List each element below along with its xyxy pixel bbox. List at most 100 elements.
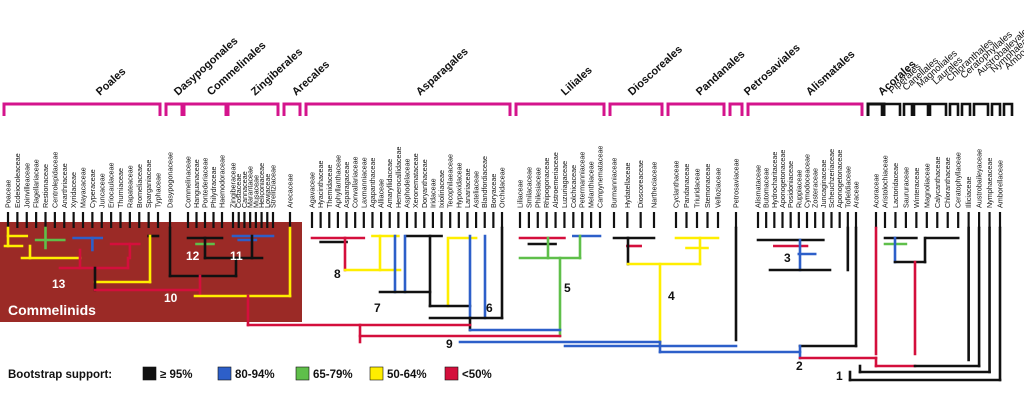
legend-label: 80-94% [235,369,275,381]
taxon-label: Laxmanniaceae [359,157,368,208]
legend-swatch [217,366,232,381]
taxon-label: Araceae [852,181,861,208]
taxon-label: Lanariaceae [463,168,472,208]
taxon-label: Cyperaceae [88,169,97,208]
taxon-label: Flagellariaceae [32,159,41,208]
order-bracket-zingiberales [226,102,280,116]
taxon-label: Orchidaceae [498,167,507,208]
taxon-label: Aponogetonaceae [835,150,844,208]
taxon-label: Dioscoreaceae [636,160,645,208]
taxon-label: Cymodoceaceae [803,154,812,208]
taxon-label: Asphodelaceae [403,158,412,208]
taxon-label: Juncaceae [97,173,106,208]
order-label-petrosaviales: Petrosaviales [742,42,803,98]
legend-swatch [142,366,157,381]
taxon-label: Butomaceae [762,168,771,208]
commelinid-box-label: Commelinids [8,302,96,318]
taxon-label: Philydraceae [209,166,218,208]
taxon-label: Strelitziaceae [269,165,278,208]
taxon-label: Alismataceae [754,165,763,208]
taxon-label: Arecaceae [286,174,295,208]
order-bracket-amborellales [1002,102,1014,116]
taxon-label: Petrosaviaceae [732,158,741,208]
taxon-labels: Poaceae Ecdeiocoleaceae Joinvilleaceae Flag… [4,146,1005,208]
taxon-label: Zingiberaceae [229,162,238,208]
taxon-label: Asparagaceae [342,162,351,208]
taxon-label: Agapanthaceae [368,158,377,208]
order-bracket-commelinales [182,102,228,116]
taxon-label: Campynemataceae [596,146,605,208]
node-number: 4 [668,289,675,303]
order-bracket-nymphaeales [990,102,1002,116]
taxon-label: Costaceae [234,174,243,208]
taxon-label: Pontederiaceae [201,158,210,208]
taxon-label: Alstroemeriaceae [551,152,560,208]
taxon-label: Hyacinthaceae [316,160,325,208]
node-number: 3 [784,251,791,265]
taxon-label: Boryaceae [489,174,498,208]
order-bracket-magnoliales [912,102,930,116]
taxon-label: Commelinaceae [184,156,193,208]
taxon-label: Hydatellaceae [623,162,632,208]
node-number: 8 [334,267,341,281]
order-label-asparagales: Asparagales [414,46,471,99]
taxon-label: Liliaceae [516,180,525,208]
taxon-label: Austrobaileyaceae [975,149,984,208]
order-bracket-austrobaileyales [972,102,990,116]
taxon-label: Chloranthaceae [943,157,952,208]
taxon-label: Lowiaceae [263,174,272,208]
taxon-label: Thurniaceae [116,168,125,208]
node-number: 12 [186,249,200,263]
taxon-label: Poaceae [4,180,13,208]
taxon-label: Dasypogonaceae [166,152,175,208]
order-bracket-dioscoreales [608,102,664,116]
legend-label: ≥ 95% [160,369,193,381]
order-label-poales: Poales [94,66,128,99]
taxon-label: Lactoridaceae [891,163,900,208]
taxon-label: Haemodoraceae [218,155,227,208]
taxon-label: Cyclanthaceae [672,160,681,208]
legend: Bootstrap support: ≥ 95% 80-94% 65-79% 50-64… [8,366,492,381]
taxon-label: Ceratophyllaceae [954,152,963,208]
taxon-label: Rapateaceae [125,165,134,208]
order-label-liliales: Liliales [559,64,595,98]
taxon-label: Blandfordiaceae [480,156,489,208]
taxon-label: Acoraceae [872,174,881,208]
taxon-label: Cannaceae [240,171,249,208]
taxon-label: Themidaceae [325,164,334,208]
order-bracket-canellales [902,102,914,116]
taxon-label: Zosteraceae [811,168,820,208]
taxon-label: Petermanniaceae [578,152,587,208]
taxon-label: Philesiaceae [533,167,542,208]
node-number: 5 [564,281,571,295]
taxon-label: Heliconiaceae [257,163,266,208]
order-bracket-ceratophyllales [960,102,972,116]
taxon-label: Calycanthaceae [933,156,942,208]
taxon-label: Marantaceae [246,166,255,208]
taxon-label: Amborellaceae [996,160,1005,208]
taxon-label: Juncaginaceae [819,160,828,208]
taxon-label: Rhipogonaceae [542,158,551,208]
taxon-label: Pandanaceae [682,164,691,208]
taxon-label: Amaryllidaceae [385,159,394,208]
order-bracket-asparagales [304,102,512,116]
legend-label: 65-79% [313,369,353,381]
taxon-label: Hanguanaceae [192,159,201,208]
order-bracket-pandanales [666,102,726,116]
taxon-label: Sparganiaceae [144,160,153,208]
taxon-label: Burmanniaceae [610,158,619,208]
order-label-alismatales: Alismatales [804,48,857,98]
taxon-label: Tofieldiaceae [843,166,852,208]
order-bracket-alismatales [746,102,864,116]
order-bracket-poales [2,102,162,116]
taxon-label: Aphyllanthaceae [333,155,342,208]
order-bracket-liliales [514,102,606,116]
order-bracket-petrosaviales [728,102,744,116]
taxon-label: Nymphaeaceae [985,158,994,208]
node-number: 9 [446,337,453,351]
node-number: 11 [230,249,243,263]
taxon-label: Hydrocharitaceae [770,152,779,208]
node-number: 1 [836,369,843,383]
taxon-label: Aristolochiaceae [881,155,890,208]
